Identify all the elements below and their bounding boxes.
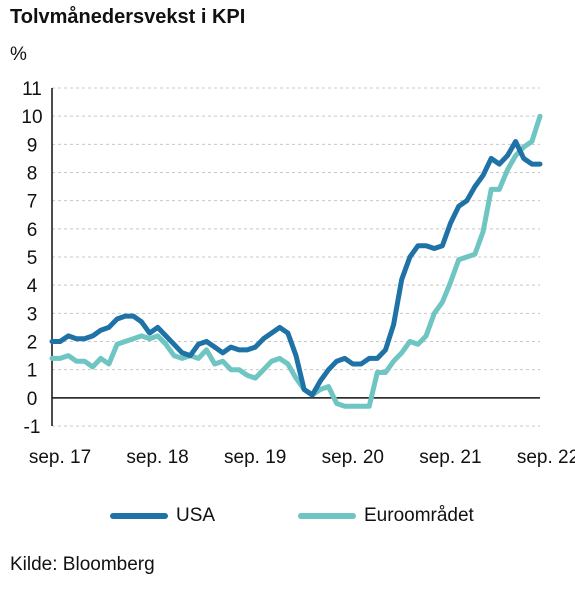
x-tick-label: sep. 22: [517, 447, 575, 468]
y-tick-label: 2: [27, 333, 38, 354]
series-line-usa: [49, 139, 543, 398]
x-tick-label: sep. 21: [419, 447, 481, 468]
y-tick-label: 4: [27, 276, 38, 297]
chart-title: Tolvmånedersvekst i KPI: [10, 6, 246, 28]
legend-item-euro: Euroområdet: [298, 500, 474, 532]
y-tick-label: 0: [27, 389, 38, 410]
y-tick-label: 8: [27, 164, 38, 185]
legend: USA Euroområdet: [0, 500, 575, 532]
y-tick-label: 11: [22, 79, 42, 100]
legend-swatch-euro: [298, 513, 356, 519]
legend-swatch-usa: [110, 513, 168, 519]
series-line-euro: [49, 113, 543, 409]
y-tick-label: 7: [27, 192, 38, 213]
x-tick-label: sep. 18: [126, 447, 188, 468]
y-tick-label: 1: [27, 361, 38, 382]
legend-label-euro: Euroområdet: [364, 505, 474, 526]
axes: [51, 88, 540, 426]
x-tick-labels: sep. 17 sep. 18 sep. 19 sep. 20 sep. 21 sep. …: [29, 447, 575, 468]
x-tick-label: sep. 17: [29, 447, 91, 468]
x-tick-label: sep. 19: [224, 447, 286, 468]
legend-label-usa: USA: [176, 505, 216, 526]
series-lines: [49, 113, 543, 409]
y-tick-label: 9: [27, 135, 38, 156]
y-tick-label: -1: [24, 417, 41, 438]
y-axis-label: %: [10, 44, 27, 65]
source-note: Kilde: Bloomberg: [10, 554, 155, 575]
y-tick-label: 6: [27, 220, 38, 241]
x-tick-label: sep. 20: [322, 447, 384, 468]
y-tick-label: 5: [27, 248, 38, 269]
y-tick-label: 3: [27, 304, 38, 325]
y-tick-labels: -1 0 1 2 3 4 5 6 7 8 9 10 11: [21, 79, 42, 438]
y-tick-label: 10: [21, 107, 42, 128]
legend-item-usa: USA: [110, 500, 215, 532]
